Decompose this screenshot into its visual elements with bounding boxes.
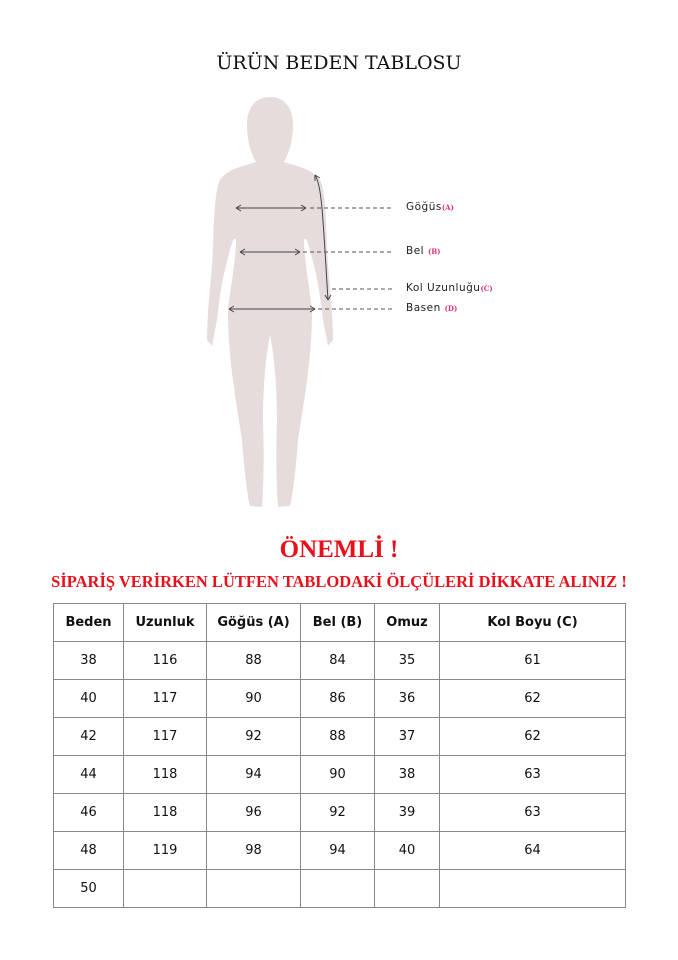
important-heading: ÖNEMLİ ! <box>279 536 399 563</box>
table-cell: 117 <box>123 679 207 718</box>
table-cell: 119 <box>123 831 207 870</box>
table-cell: 35 <box>374 641 440 680</box>
table-cell: 116 <box>123 641 207 680</box>
table-cell: 118 <box>123 793 207 832</box>
table-row: 38 116 88 84 35 61 <box>53 641 626 680</box>
table-cell <box>374 869 440 908</box>
table-cell: 44 <box>53 755 124 794</box>
table-row: 42 117 92 88 37 62 <box>53 717 626 756</box>
table-cell: 48 <box>53 831 124 870</box>
table-cell: 88 <box>206 641 301 680</box>
label-code: (B) <box>427 247 441 256</box>
column-header: Uzunluk <box>123 603 207 642</box>
warning-text: SİPARİŞ VERİRKEN LÜTFEN TABLODAKİ ÖLÇÜLE… <box>51 572 627 591</box>
label-name: Bel <box>406 245 425 257</box>
table-cell: 61 <box>439 641 626 680</box>
table-cell: 46 <box>53 793 124 832</box>
table-header-row: Beden Uzunluk Göğüs (A) Bel (B) Omuz Kol Boyu… <box>53 603 626 642</box>
table-cell: 62 <box>439 679 626 718</box>
column-header: Bel (B) <box>300 603 375 642</box>
table-cell: 38 <box>53 641 124 680</box>
table-cell: 39 <box>374 793 440 832</box>
table-cell: 84 <box>300 641 375 680</box>
column-header: Omuz <box>374 603 440 642</box>
table-cell <box>439 869 626 908</box>
label-name: Basen <box>406 302 441 314</box>
label-code: (C) <box>480 284 493 293</box>
label-code: (A) <box>441 203 454 212</box>
table-cell: 37 <box>374 717 440 756</box>
label-kol-uzunlugu: Kol Uzunluğu(C) <box>406 282 493 294</box>
table-cell: 63 <box>439 755 626 794</box>
label-basen: Basen (D) <box>406 302 457 314</box>
table-cell: 92 <box>300 793 375 832</box>
size-table: Beden Uzunluk Göğüs (A) Bel (B) Omuz Kol Boyu… <box>53 603 626 908</box>
table-row: 50 <box>53 869 626 908</box>
label-gogus: Göğüs(A) <box>406 201 454 213</box>
column-header: Kol Boyu (C) <box>439 603 626 642</box>
silhouette <box>207 97 333 507</box>
label-bel: Bel (B) <box>406 245 440 257</box>
table-cell: 86 <box>300 679 375 718</box>
table-cell: 118 <box>123 755 207 794</box>
table-cell: 117 <box>123 717 207 756</box>
table-cell: 96 <box>206 793 301 832</box>
table-cell: 63 <box>439 793 626 832</box>
table-cell: 98 <box>206 831 301 870</box>
table-cell: 50 <box>53 869 124 908</box>
table-cell: 64 <box>439 831 626 870</box>
table-cell: 92 <box>206 717 301 756</box>
table-cell: 42 <box>53 717 124 756</box>
label-name: Kol Uzunluğu <box>406 282 481 294</box>
table-cell <box>206 869 301 908</box>
page-title: ÜRÜN BEDEN TABLOSU <box>216 52 462 74</box>
table-row: 44 118 94 90 38 63 <box>53 755 626 794</box>
table-cell: 94 <box>206 755 301 794</box>
table-cell: 40 <box>53 679 124 718</box>
table-cell: 90 <box>300 755 375 794</box>
table-cell: 62 <box>439 717 626 756</box>
body-silhouette-figure <box>207 97 394 507</box>
table-row: 46 118 96 92 39 63 <box>53 793 626 832</box>
table-cell: 40 <box>374 831 440 870</box>
table-cell: 88 <box>300 717 375 756</box>
label-code: (D) <box>444 304 458 313</box>
label-name: Göğüs <box>406 201 442 213</box>
table-cell <box>123 869 207 908</box>
column-header: Göğüs (A) <box>206 603 301 642</box>
table-cell: 36 <box>374 679 440 718</box>
table-row: 48 119 98 94 40 64 <box>53 831 626 870</box>
table-cell <box>300 869 375 908</box>
column-header: Beden <box>53 603 124 642</box>
table-cell: 94 <box>300 831 375 870</box>
table-cell: 38 <box>374 755 440 794</box>
table-cell: 90 <box>206 679 301 718</box>
table-row: 40 117 90 86 36 62 <box>53 679 626 718</box>
